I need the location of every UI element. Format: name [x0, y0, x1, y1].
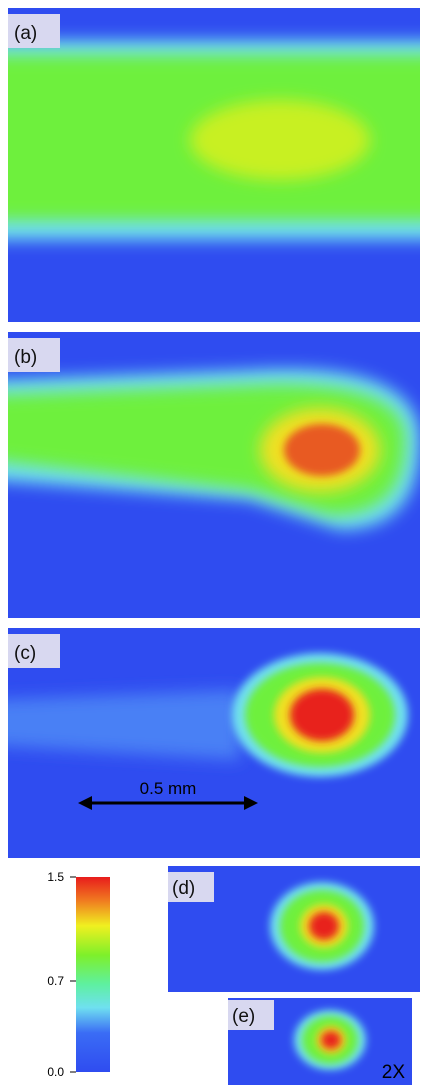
panel-label-box	[228, 1000, 274, 1030]
colorbar-tick-label: 0.7	[47, 974, 64, 988]
colorbar-tick-label: 0.0	[47, 1065, 64, 1079]
panel-label: (c)	[14, 643, 36, 664]
colorbar	[76, 877, 110, 1072]
panel-label-box	[8, 14, 60, 48]
panel-label: (b)	[14, 347, 37, 368]
panel-label: (e)	[232, 1006, 255, 1027]
panel-label-box	[8, 634, 60, 668]
panel-a-image	[8, 8, 420, 322]
panel-d-image	[168, 866, 420, 992]
magnification-label: 2X	[382, 1062, 406, 1083]
panel-label: (d)	[172, 878, 195, 899]
colorbar-tick-label: 1.5	[47, 870, 64, 884]
panel-label-box	[8, 338, 60, 372]
panel-label-box	[168, 872, 214, 902]
panel-c-image	[8, 628, 420, 858]
panel-label: (a)	[14, 23, 37, 44]
scale-bar-label: 0.5 mm	[140, 779, 197, 798]
panel-b-image	[8, 332, 420, 618]
